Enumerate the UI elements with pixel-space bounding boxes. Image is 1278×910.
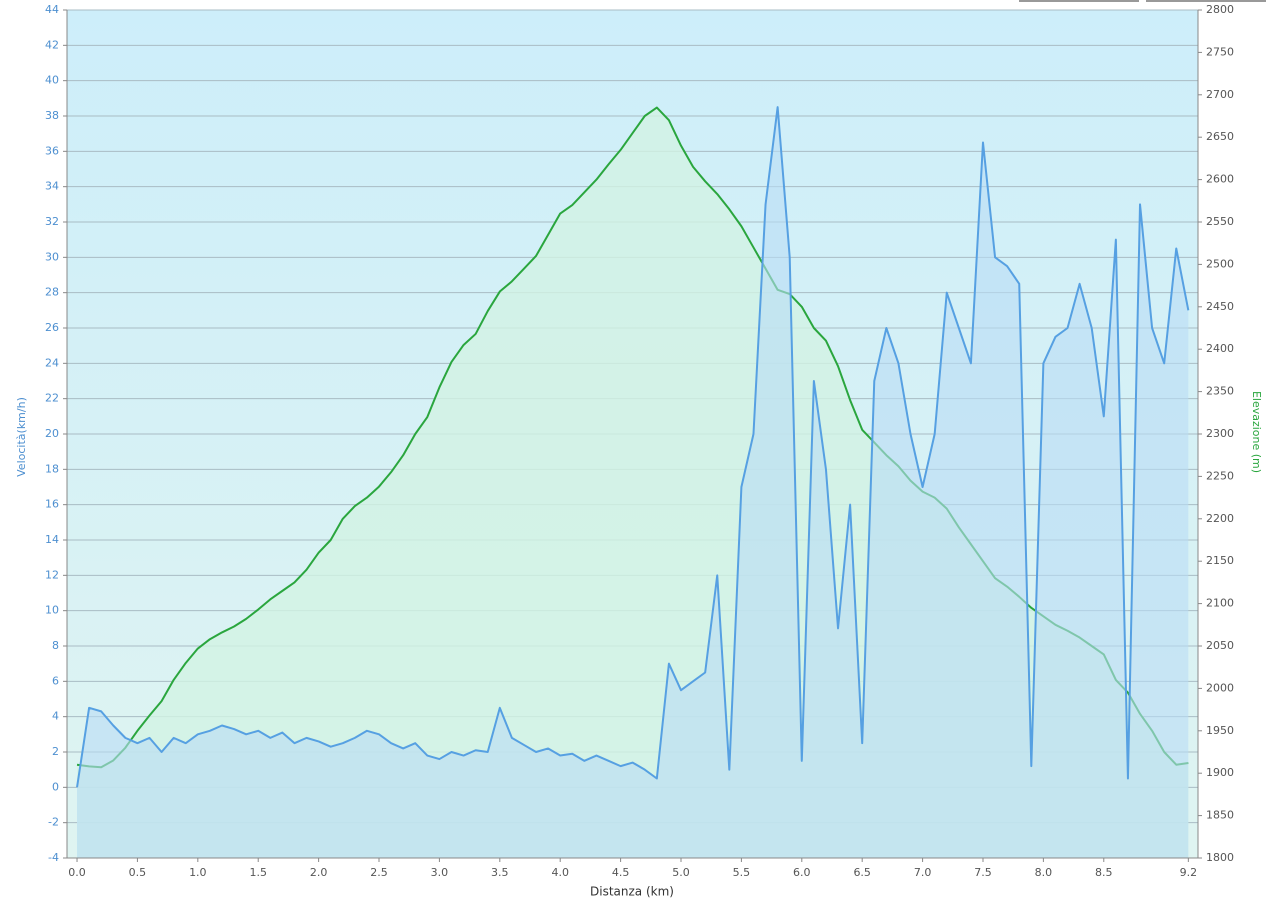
y-axis-title: Velocità(km/h) (15, 397, 28, 477)
y-tick-label: 22 (45, 392, 59, 405)
y-tick-label: 44 (45, 3, 59, 16)
x-tick-label: 5.5 (733, 866, 751, 879)
y2-tick-label: 2700 (1206, 88, 1234, 101)
x-tick-label: 1.0 (189, 866, 207, 879)
y-tick-label: 32 (45, 215, 59, 228)
y-tick-label: 38 (45, 109, 59, 122)
x-tick-label: 3.0 (431, 866, 449, 879)
y-tick-label: 2 (52, 745, 59, 758)
x-tick-label: 6.5 (853, 866, 871, 879)
line (76, 106, 1190, 788)
x-tick-label: 8.0 (1035, 866, 1053, 879)
y-tick-label: 0 (52, 780, 59, 793)
y2-tick-label: 1950 (1206, 724, 1234, 737)
x-tick-label: 5.0 (672, 866, 690, 879)
y2-tick-label: 2550 (1206, 215, 1234, 228)
y-tick-label: 34 (45, 180, 59, 193)
y-tick-label: 24 (45, 356, 59, 369)
x-tick-label: 8.5 (1095, 866, 1113, 879)
x-tick-label: 4.0 (551, 866, 569, 879)
y2-tick-label: 2100 (1206, 597, 1234, 610)
toolbar-button[interactable] (1146, 0, 1266, 2)
x-tick-label: 2.5 (370, 866, 388, 879)
x-tick-label: 3.5 (491, 866, 509, 879)
x-tick-label: 7.5 (974, 866, 992, 879)
y2-tick-label: 2250 (1206, 469, 1234, 482)
y-tick-label: 18 (45, 462, 59, 475)
x-tick-label: 7.0 (914, 866, 932, 879)
y-tick-label: 40 (45, 74, 59, 87)
y-tick-label: 30 (45, 250, 59, 263)
y2-tick-label: 2650 (1206, 130, 1234, 143)
y2-tick-label: 1850 (1206, 809, 1234, 822)
y2-tick-label: 1800 (1206, 851, 1234, 864)
y2-tick-label: 2350 (1206, 385, 1234, 398)
y-tick-label: 20 (45, 427, 59, 440)
x-tick-label: 9.2 (1180, 866, 1198, 879)
y2-tick-label: 2200 (1206, 512, 1234, 525)
y2-tick-label: 2600 (1206, 173, 1234, 186)
y-tick-label: 6 (52, 674, 59, 687)
y-tick-label: 4 (52, 710, 59, 723)
y2-axis-title: Elevazione (m) (1250, 391, 1263, 473)
y-tick-label: 8 (52, 639, 59, 652)
y2-tick-label: 2750 (1206, 45, 1234, 58)
y-tick-label: 28 (45, 286, 59, 299)
y2-tick-label: 2800 (1206, 3, 1234, 16)
y-tick-label: 36 (45, 144, 59, 157)
y2-tick-label: 2400 (1206, 342, 1234, 355)
y2-tick-label: 2050 (1206, 639, 1234, 652)
y2-tick-label: 1900 (1206, 766, 1234, 779)
y2-tick-label: 2000 (1206, 681, 1234, 694)
x-tick-label: 2.0 (310, 866, 328, 879)
y2-tick-label: 2300 (1206, 427, 1234, 440)
y2-tick-label: 2500 (1206, 257, 1234, 270)
y-tick-label: 10 (45, 604, 59, 617)
x-tick-label: 0.5 (129, 866, 147, 879)
y-tick-label: -4 (48, 851, 59, 864)
y2-tick-label: 2150 (1206, 554, 1234, 567)
area (77, 107, 1189, 858)
y-tick-label: 26 (45, 321, 59, 334)
x-tick-label: 6.0 (793, 866, 811, 879)
x-tick-label: 1.5 (249, 866, 267, 879)
x-tick-label: 4.5 (612, 866, 630, 879)
y-tick-label: -2 (48, 816, 59, 829)
x-axis-title: Distanza (km) (590, 885, 674, 899)
x-tick-label: 0.0 (68, 866, 86, 879)
toolbar-button[interactable] (1019, 0, 1139, 2)
y-tick-label: 14 (45, 533, 59, 546)
y2-tick-label: 2450 (1206, 300, 1234, 313)
y-tick-label: 42 (45, 38, 59, 51)
y-tick-label: 12 (45, 568, 59, 581)
y-tick-label: 16 (45, 498, 59, 511)
